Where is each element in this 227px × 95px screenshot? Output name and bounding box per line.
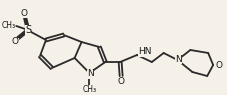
Text: S: S bbox=[25, 25, 31, 35]
Text: N: N bbox=[87, 70, 94, 78]
Text: O: O bbox=[12, 38, 19, 46]
Text: CH₃: CH₃ bbox=[82, 84, 96, 93]
Text: O: O bbox=[216, 61, 223, 70]
Text: CH₃: CH₃ bbox=[1, 21, 15, 30]
Text: N: N bbox=[175, 55, 182, 63]
Text: O: O bbox=[118, 78, 125, 87]
Text: O: O bbox=[21, 8, 28, 17]
Text: HN: HN bbox=[138, 48, 151, 57]
